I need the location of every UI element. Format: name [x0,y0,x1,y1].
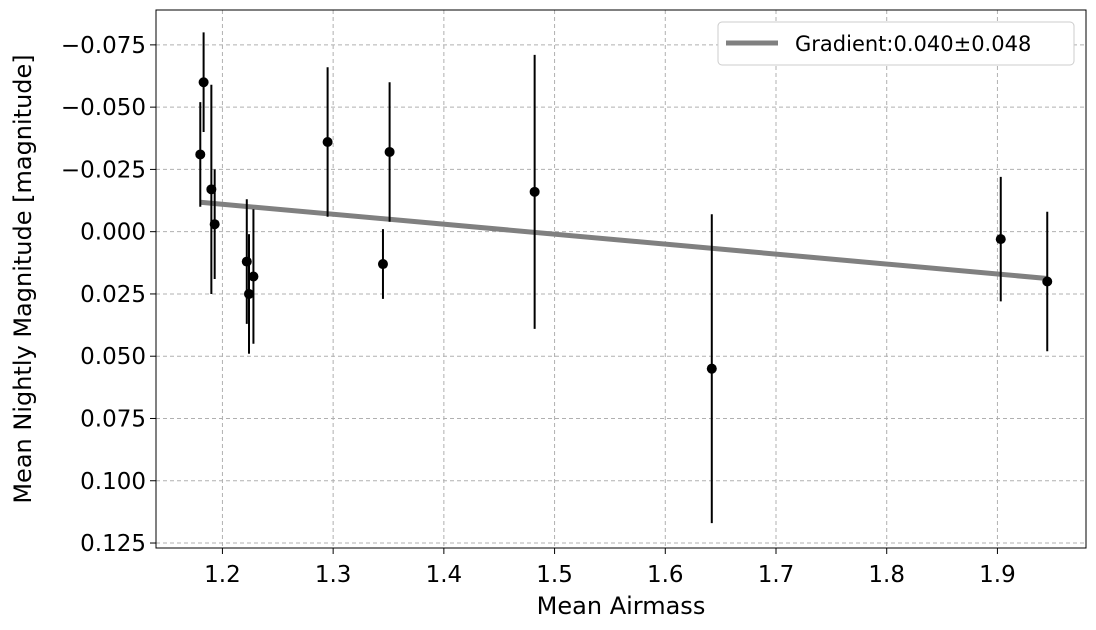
x-tick-label: 1.9 [979,562,1016,588]
legend: Gradient:0.040±0.048 [717,21,1075,66]
data-point [322,137,333,148]
data-point [195,149,206,160]
fit-line-group [200,199,1048,281]
y-axis-title: Mean Nightly Magnitude [magnitude] [9,54,37,503]
x-tick-label: 1.6 [647,562,684,588]
x-tick-label: 1.4 [426,562,463,588]
data-point [241,256,252,267]
x-tick-label: 1.2 [204,562,241,588]
y-axis-ticks: −0.075 −0.050 −0.025 0.000 0.025 0.050 0.075 0.… [61,33,156,557]
data-point [1042,276,1053,287]
data-point [244,288,254,299]
x-tick-label: 1.7 [758,562,795,588]
grid [156,10,1086,548]
data-point [377,259,388,270]
x-tick-label: 1.5 [536,562,573,588]
x-tick-label: 1.3 [315,562,352,588]
y-tick-label: −0.075 [61,33,146,59]
y-tick-label: −0.050 [61,95,146,121]
y-tick-label: 0.000 [80,220,146,246]
y-tick-label: −0.025 [61,157,146,183]
legend-box [717,21,1075,66]
y-tick-label: 0.075 [80,406,146,432]
data-point [529,186,540,197]
legend-label: Gradient:0.040±0.048 [795,32,1031,56]
x-tick-label: 1.8 [868,562,905,588]
data-point [198,77,209,88]
x-axis-ticks: 1.2 1.3 1.4 1.5 1.6 1.7 1.8 1.9 [204,548,1016,588]
plot-frame [155,9,1087,549]
data-point [209,219,220,230]
data-point [995,234,1006,245]
data-point [248,271,259,282]
y-tick-label: 0.100 [80,469,146,495]
data-point [384,146,395,157]
y-tick-label: 0.125 [80,531,146,557]
data-point [706,363,717,374]
fit-line [200,199,1048,281]
y-tick-label: 0.050 [80,344,146,370]
y-tick-label: 0.025 [80,282,146,308]
x-axis-title: Mean Airmass [537,592,706,620]
data-points [195,32,1053,524]
